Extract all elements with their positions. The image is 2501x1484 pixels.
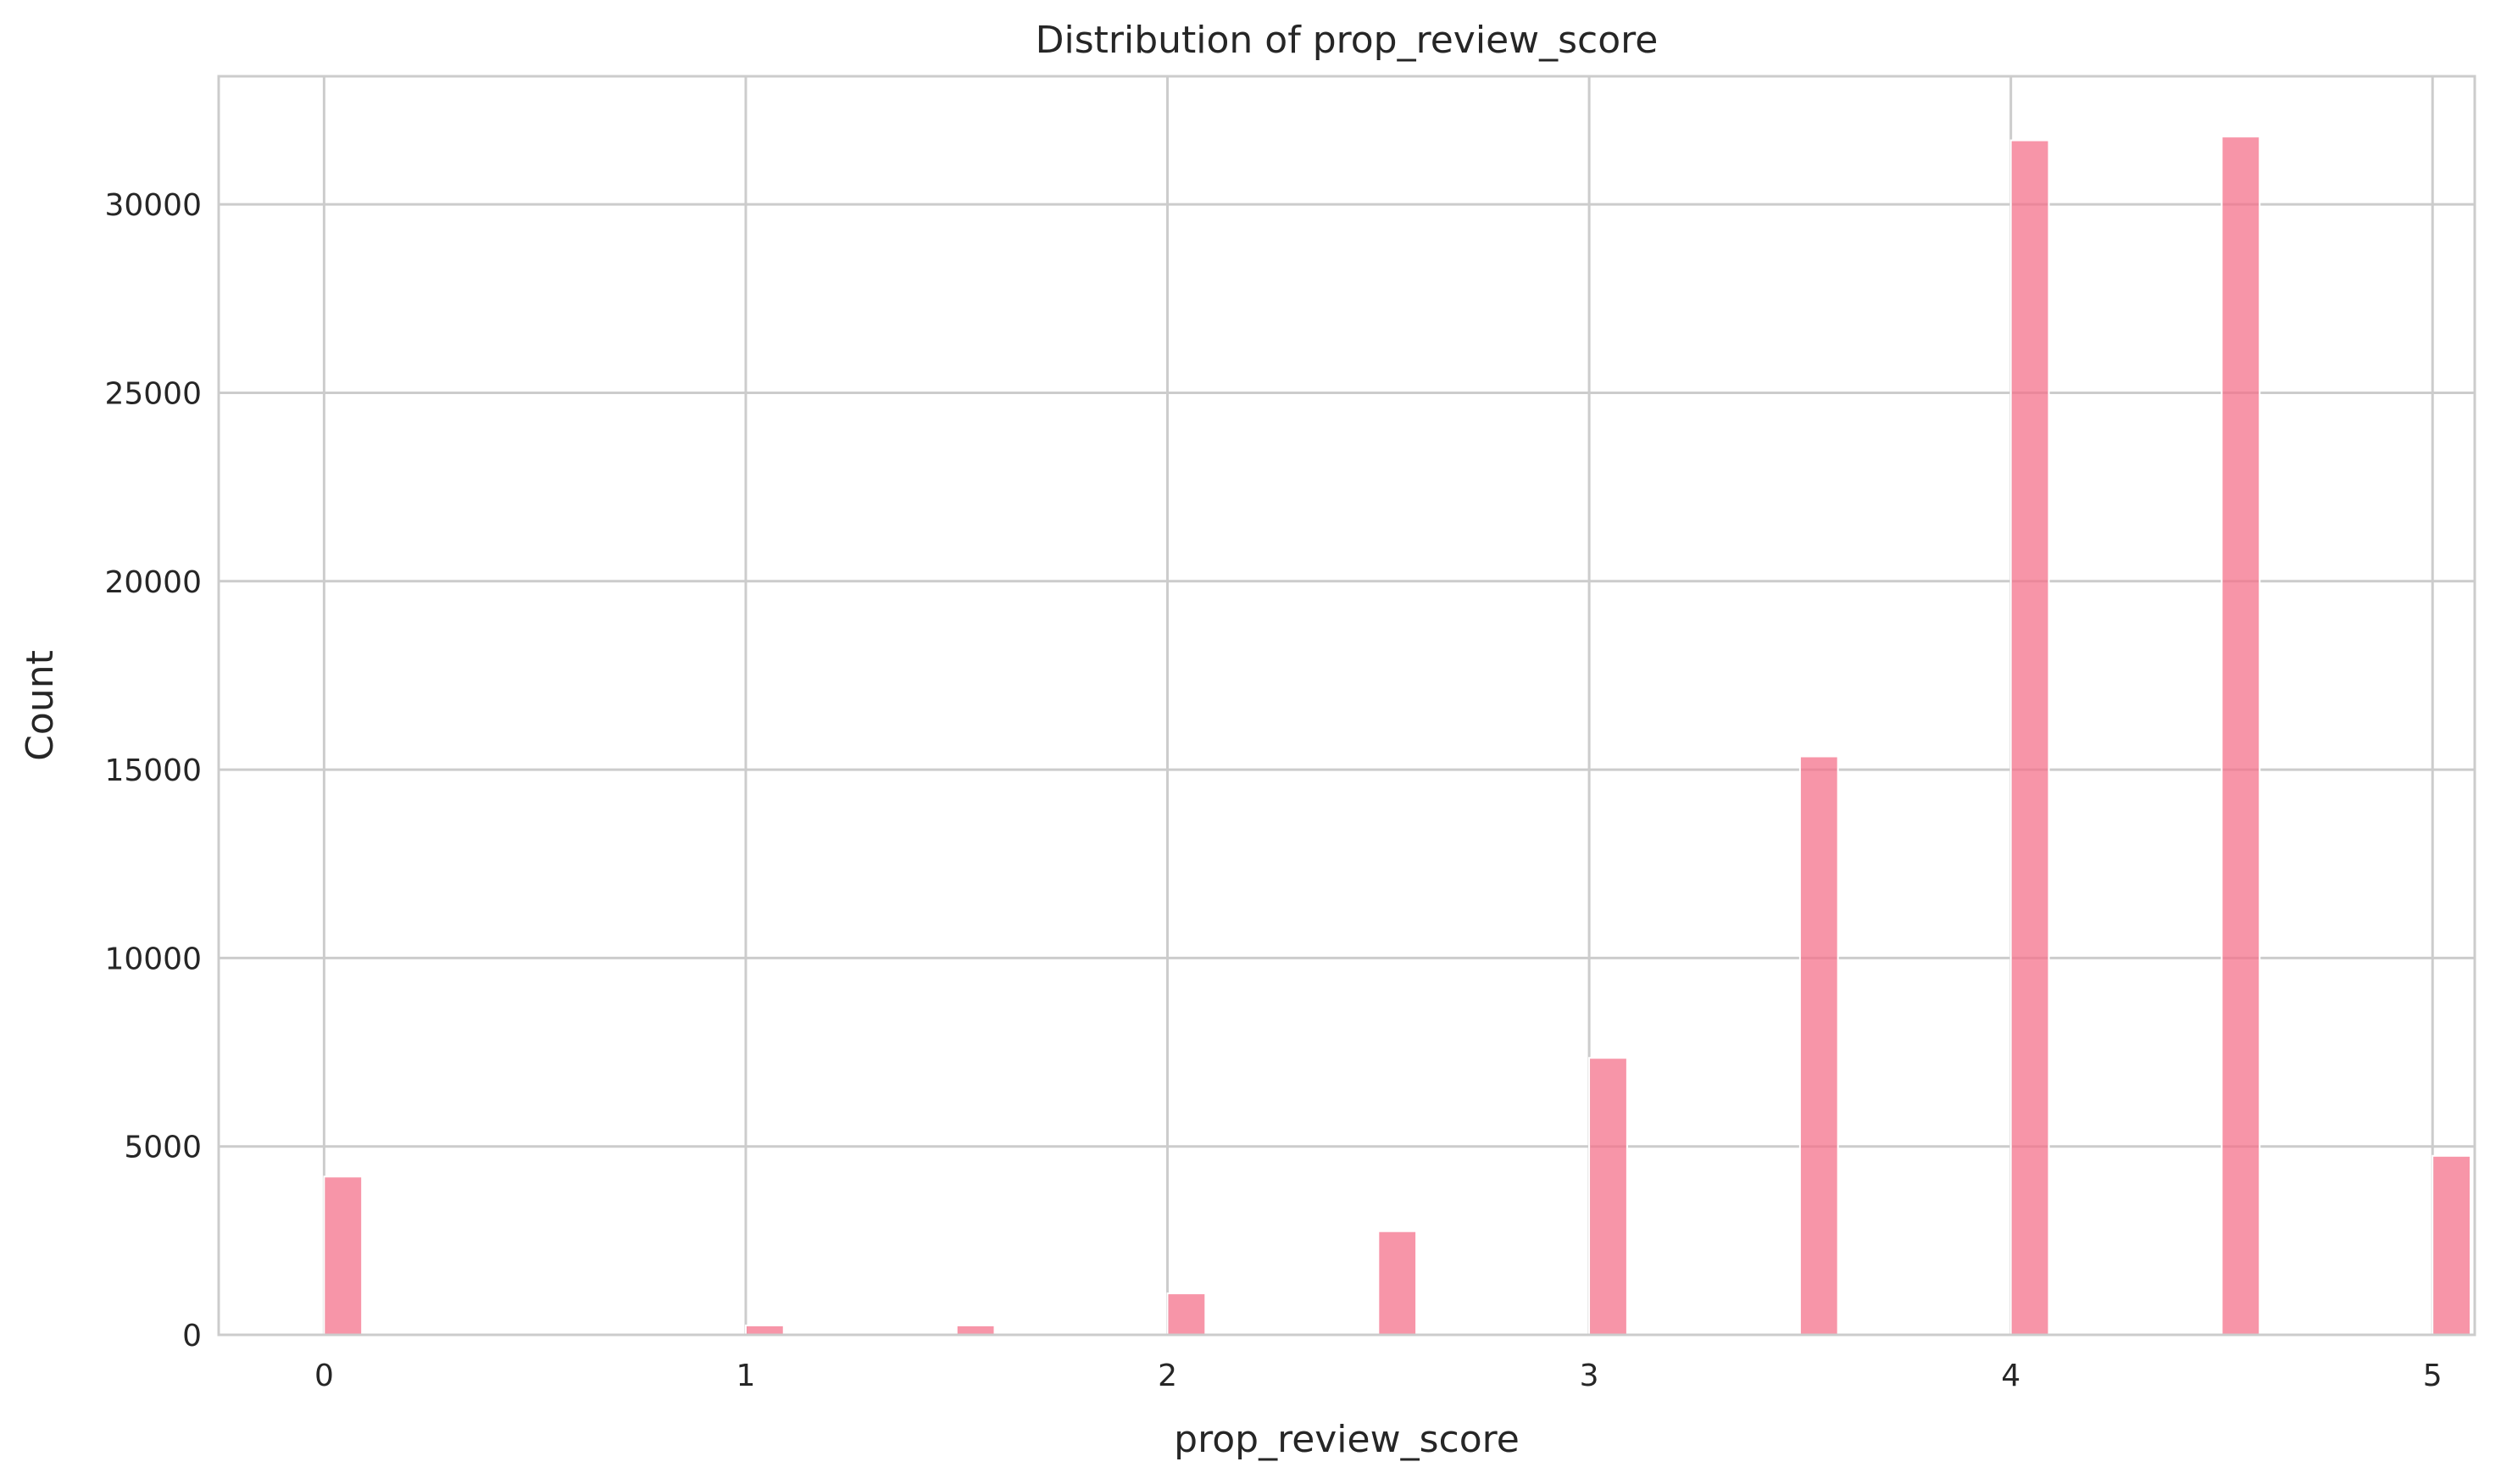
histogram-bar bbox=[1588, 1057, 1628, 1336]
y-axis-label: Count bbox=[19, 650, 62, 761]
y-tick-label: 5000 bbox=[124, 1131, 202, 1165]
x-tick-label: 1 bbox=[736, 1359, 756, 1393]
grid-layer bbox=[219, 76, 2475, 1337]
histogram-bar bbox=[955, 1324, 996, 1337]
x-tick-label: 5 bbox=[2423, 1359, 2443, 1393]
histogram-bar bbox=[1166, 1292, 1207, 1336]
x-axis-label: prop_review_score bbox=[1174, 1418, 1520, 1461]
y-tick-label: 15000 bbox=[104, 753, 202, 788]
histogram-bar bbox=[1798, 755, 1839, 1336]
tick-layer: 0 5000 10000 15000 20000 25000 30000 0 1 2 3 4 5 bbox=[104, 188, 2442, 1393]
histogram-bar bbox=[2220, 136, 2261, 1337]
y-tick-label: 0 bbox=[182, 1319, 202, 1353]
histogram-bar bbox=[744, 1324, 785, 1337]
y-tick-label: 30000 bbox=[104, 188, 202, 223]
plot-frame bbox=[217, 75, 2476, 1337]
y-tick-label: 25000 bbox=[104, 376, 202, 411]
y-tick-label: 10000 bbox=[104, 942, 202, 976]
chart-title: Distribution of prop_review_score bbox=[1036, 19, 1659, 62]
x-tick-label: 3 bbox=[1580, 1359, 1599, 1393]
y-tick-label: 20000 bbox=[104, 565, 202, 600]
histogram-bar bbox=[2009, 139, 2050, 1336]
histogram-bar bbox=[323, 1176, 364, 1336]
x-tick-label: 0 bbox=[314, 1359, 334, 1393]
x-tick-label: 2 bbox=[1158, 1359, 1177, 1393]
histogram-bar bbox=[2432, 1154, 2472, 1337]
bar-layer bbox=[323, 136, 2472, 1337]
histogram-bar bbox=[1377, 1230, 1418, 1337]
x-tick-label: 4 bbox=[2001, 1359, 2020, 1393]
